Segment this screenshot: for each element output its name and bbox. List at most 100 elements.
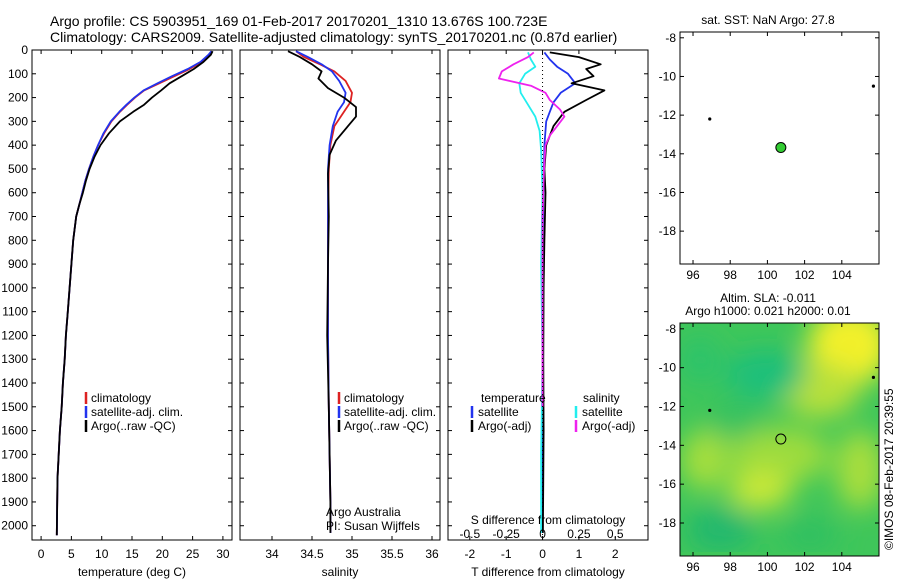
series-climatology: [55, 50, 213, 536]
series-s-satellite: [518, 52, 544, 533]
x-tick-label: 0: [38, 547, 45, 561]
depth-tick-label: 500: [8, 162, 28, 176]
heatmap-low-center: [707, 402, 763, 438]
depth-axis: 0 100 200 300 400 500 600 700 800 900 1000 1100 1200…: [1, 43, 648, 533]
header-title-line1: Argo profile: CS 5903951_169 01-Feb-2017…: [50, 13, 547, 29]
x-tick-label: 20: [156, 547, 170, 561]
legend-label-argo: Argo(..raw -QC): [344, 419, 429, 433]
imos-watermark: ©IMOS 08-Feb-2017 20:39:55: [882, 388, 896, 550]
depth-tick-label: 1200: [1, 328, 28, 342]
x-tick-label: -1: [501, 547, 512, 561]
legend-label-s-satellite: satellite: [582, 405, 623, 419]
map-y-tick-label: -8: [665, 31, 676, 45]
depth-tick-label: 1000: [1, 281, 28, 295]
altim-map-title-line1: Altim. SLA: -0.011: [720, 291, 816, 305]
series-argo-raw-qc: [55, 50, 214, 536]
legend-label-t-satellite: satellite: [478, 405, 519, 419]
difference-xlabel: T difference from climatology: [471, 565, 625, 579]
s-tick-label: 0.25: [567, 527, 591, 541]
legend-label-satellite: satellite-adj. clim.: [91, 405, 183, 419]
s-tick-label: 0.5: [607, 527, 624, 541]
depth-tick-label: 200: [8, 91, 28, 105]
depth-tick-label: 1800: [1, 471, 28, 485]
series-satellite-adj-clim: [295, 50, 347, 533]
temperature-series-group: [55, 50, 214, 536]
island-speck: [708, 117, 712, 121]
map-x-tick-label: 100: [757, 268, 777, 282]
island-speck: [871, 375, 876, 379]
map-y-tick-label: -12: [659, 399, 677, 413]
depth-tick-label: 600: [8, 186, 28, 200]
x-tick-label: 15: [125, 547, 139, 561]
series-s-argo-adj: [497, 51, 566, 407]
x-tick-label: 35: [345, 547, 359, 561]
series-argo-raw-qc: [287, 50, 357, 533]
difference-x-axis: -2 -1 0 1 2: [464, 50, 619, 561]
depth-tick-label: 2000: [1, 519, 28, 533]
map-x-tick-label: 96: [686, 268, 700, 282]
legend-label-s-argo: Argo(-adj): [582, 419, 635, 433]
sst-map-frame: [679, 31, 880, 265]
argo-float-marker: [775, 433, 787, 445]
depth-tick-label: 1500: [1, 400, 28, 414]
map-x-tick-label: 96: [686, 560, 700, 574]
heatmap-low-sw: [686, 508, 754, 552]
x-tick-label: 0: [539, 547, 546, 561]
x-tick-label: 1: [576, 547, 583, 561]
temperature-xlabel: temperature (deg C): [78, 565, 186, 579]
depth-tick-label: 800: [8, 233, 28, 247]
x-tick-label: 30: [216, 547, 230, 561]
depth-tick-label: 1900: [1, 495, 28, 509]
x-tick-label: -2: [464, 547, 475, 561]
map-x-tick-label: 102: [795, 560, 815, 574]
altim-map-marks: [708, 375, 876, 445]
difference-plot-frame: [447, 49, 649, 541]
map-y-tick-label: -16: [659, 185, 677, 199]
argo-float-marker: [775, 142, 787, 154]
depth-tick-label: 300: [8, 114, 28, 128]
depth-tick-label: 900: [8, 257, 28, 271]
annotation-pi: PI: Susan Wijffels: [326, 519, 420, 533]
sst-map-marks: [708, 84, 876, 154]
map-x-tick-label: 104: [832, 560, 852, 574]
altim-heatmap: [680, 323, 879, 556]
legend-label-satellite: satellite-adj. clim.: [344, 405, 436, 419]
map-y-tick-label: -14: [659, 147, 677, 161]
x-tick-label: 34.5: [300, 547, 324, 561]
series-satellite-adj-clim: [55, 50, 213, 536]
temperature-legend: climatology satellite-adj. clim. Argo(..…: [84, 391, 183, 433]
salinity-legend: climatology satellite-adj. clim. Argo(..…: [326, 391, 436, 533]
sst-map-title: sat. SST: NaN Argo: 27.8: [701, 13, 835, 27]
map-x-tick-label: 100: [757, 560, 777, 574]
heatmap-field: [680, 323, 879, 552]
depth-tick-label: 1300: [1, 352, 28, 366]
s-tick-label: -0.5: [459, 527, 480, 541]
map-x-tick-label: 102: [795, 268, 815, 282]
series-climatology: [295, 50, 353, 533]
salinity-x-axis: 34 34.5 35 35.5 36: [265, 50, 439, 561]
sst-map-axes: 96 98 100 102 104 -8 -10 -12 -14 -16 -18: [659, 31, 879, 282]
difference-s-axis: -0.5 -0.25 0 0.25 0.5: [459, 527, 623, 541]
heatmap-low-nw: [680, 335, 722, 385]
x-tick-label: 35.5: [380, 547, 404, 561]
temperature-plot-frame: [31, 49, 233, 541]
island-speck: [708, 408, 712, 412]
depth-tick-label: 1700: [1, 447, 28, 461]
heatmap-mid-w: [681, 430, 729, 490]
depth-tick-label: 1100: [2, 305, 28, 319]
map-x-tick-label: 98: [724, 268, 738, 282]
x-tick-label: 25: [186, 547, 200, 561]
map-y-tick-label: -12: [659, 108, 677, 122]
s-difference-label: S difference from climatology: [471, 513, 626, 527]
x-tick-label: 34: [265, 547, 279, 561]
map-y-tick-label: -18: [659, 516, 677, 530]
difference-legend: temperature satellite Argo(-adj) salinit…: [470, 391, 635, 433]
heatmap-high-s: [728, 470, 792, 510]
legend-label-climatology: climatology: [344, 391, 404, 405]
legend-label-argo: Argo(..raw -QC): [91, 419, 176, 433]
salinity-plot-frame: [239, 49, 441, 541]
s-tick-label: -0.25: [493, 527, 521, 541]
depth-tick-label: 400: [8, 138, 28, 152]
depth-tick-label: 1600: [1, 424, 28, 438]
